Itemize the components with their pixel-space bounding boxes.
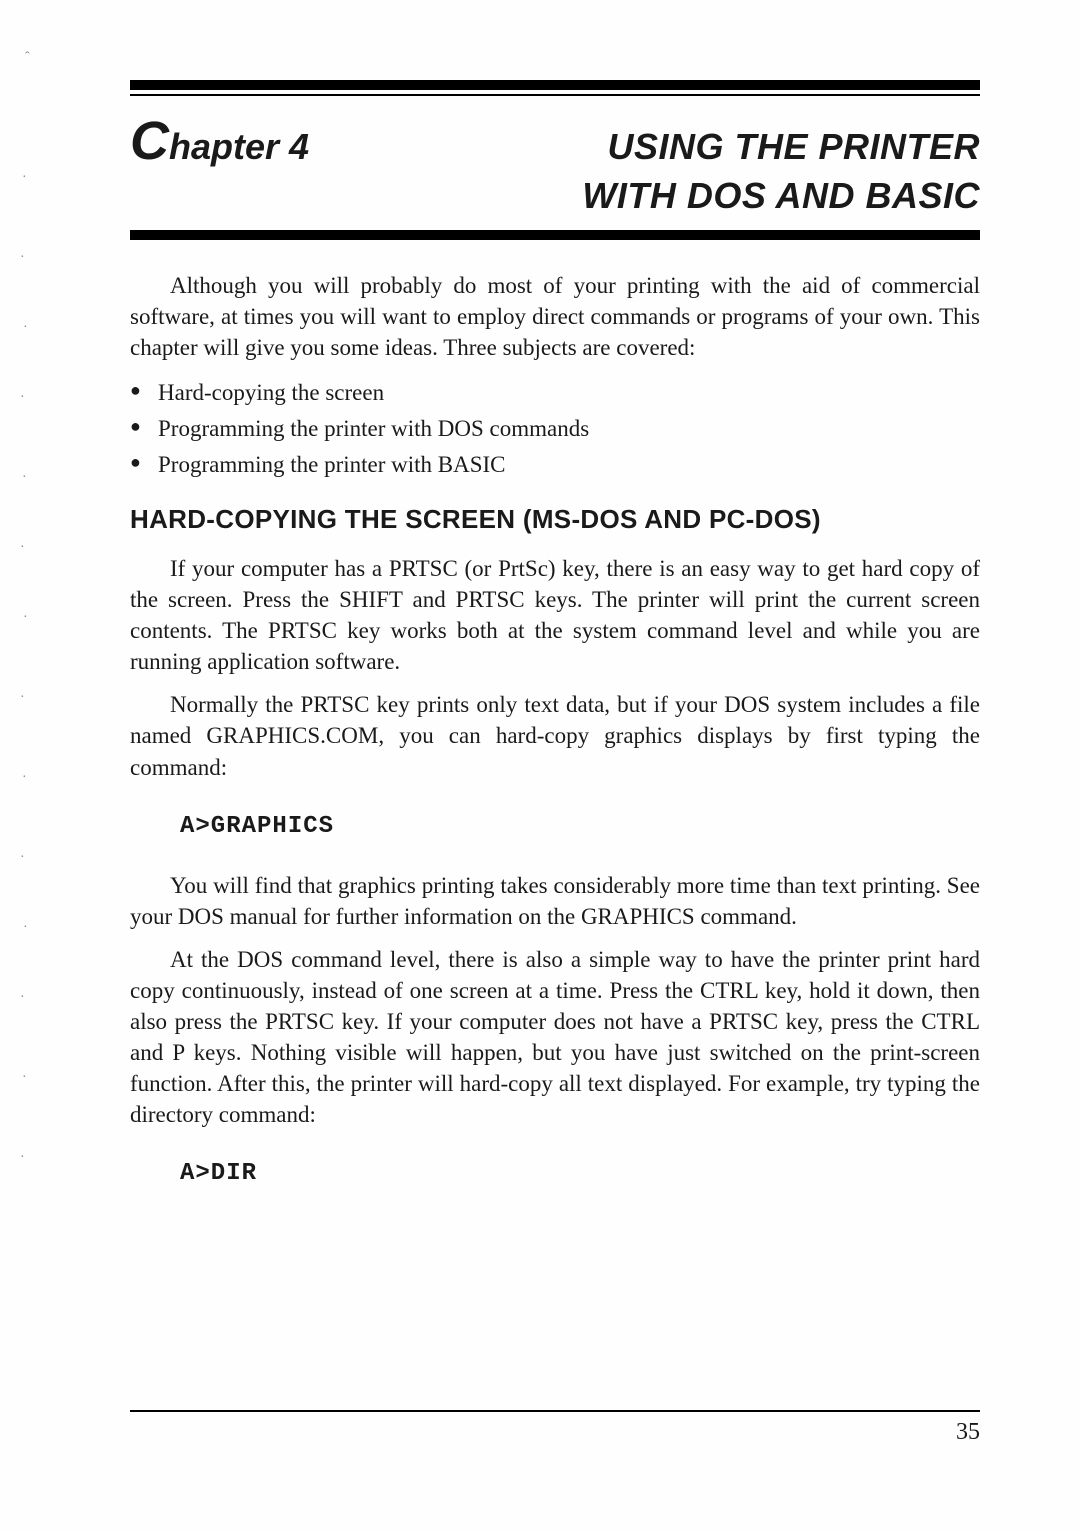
bullet-item: Hard-copying the screen bbox=[130, 375, 980, 411]
footer-rule bbox=[130, 1410, 980, 1412]
bullet-item: Programming the printer with DOS command… bbox=[130, 411, 980, 447]
command-block: A>DIR bbox=[180, 1160, 980, 1187]
chapter-title-line2: WITH DOS AND BASIC bbox=[339, 172, 980, 221]
body-paragraph: You will find that graphics printing tak… bbox=[130, 870, 980, 932]
command-block: A>GRAPHICS bbox=[180, 813, 980, 840]
body-paragraph: If your computer has a PRTSC (or PrtSc) … bbox=[130, 553, 980, 677]
body-paragraph: At the DOS command level, there is also … bbox=[130, 944, 980, 1130]
page-number: 35 bbox=[956, 1419, 980, 1446]
chapter-header: Chapter 4 USING THE PRINTER WITH DOS AND… bbox=[130, 110, 980, 220]
bullet-list: Hard-copying the screen Programming the … bbox=[130, 375, 980, 482]
bullet-item: Programming the printer with BASIC bbox=[130, 447, 980, 483]
body-paragraph: Normally the PRTSC key prints only text … bbox=[130, 689, 980, 782]
chapter-title-line1: USING THE PRINTER bbox=[339, 123, 980, 172]
document-page: Chapter 4 USING THE PRINTER WITH DOS AND… bbox=[0, 0, 1080, 1532]
header-rule-top-thin bbox=[130, 94, 980, 96]
header-rule-top-thick bbox=[130, 80, 980, 90]
header-rule-bottom bbox=[130, 230, 980, 240]
chapter-label-rest: hapter 4 bbox=[169, 126, 309, 167]
intro-paragraph: Although you will probably do most of yo… bbox=[130, 270, 980, 363]
chapter-label: Chapter 4 bbox=[130, 110, 309, 172]
chapter-big-c: C bbox=[130, 111, 169, 171]
section-heading: HARD-COPYING THE SCREEN (MS-DOS AND PC-D… bbox=[130, 504, 980, 535]
chapter-titles: USING THE PRINTER WITH DOS AND BASIC bbox=[339, 123, 980, 220]
